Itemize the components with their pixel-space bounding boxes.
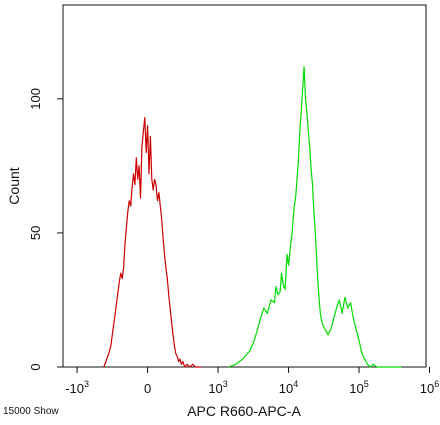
y-tick-label: 50 [28, 226, 43, 240]
x-tick-label: 104 [279, 379, 298, 396]
x-tick-label: -103 [65, 379, 89, 396]
series-line-0 [103, 116, 202, 368]
y-axis: 0 50 100 [28, 88, 63, 371]
y-tick-label: 0 [28, 363, 43, 370]
y-tick-label: 100 [28, 88, 43, 110]
x-tick-label: 106 [420, 379, 439, 396]
plot-frame [62, 4, 427, 368]
x-tick-label: 105 [349, 379, 368, 396]
x-tick-label: 103 [208, 379, 227, 396]
x-axis: -103 0 103 104 105 106 [65, 367, 439, 396]
series-line-1 [228, 66, 402, 368]
plot-area [62, 4, 427, 368]
x-axis-title: APC R660-APC-A [187, 403, 301, 419]
x-tick-label: 0 [144, 381, 151, 396]
series-layer [103, 66, 402, 368]
footer-note: 15000 Show [3, 406, 59, 417]
y-axis-title: Count [6, 167, 22, 204]
